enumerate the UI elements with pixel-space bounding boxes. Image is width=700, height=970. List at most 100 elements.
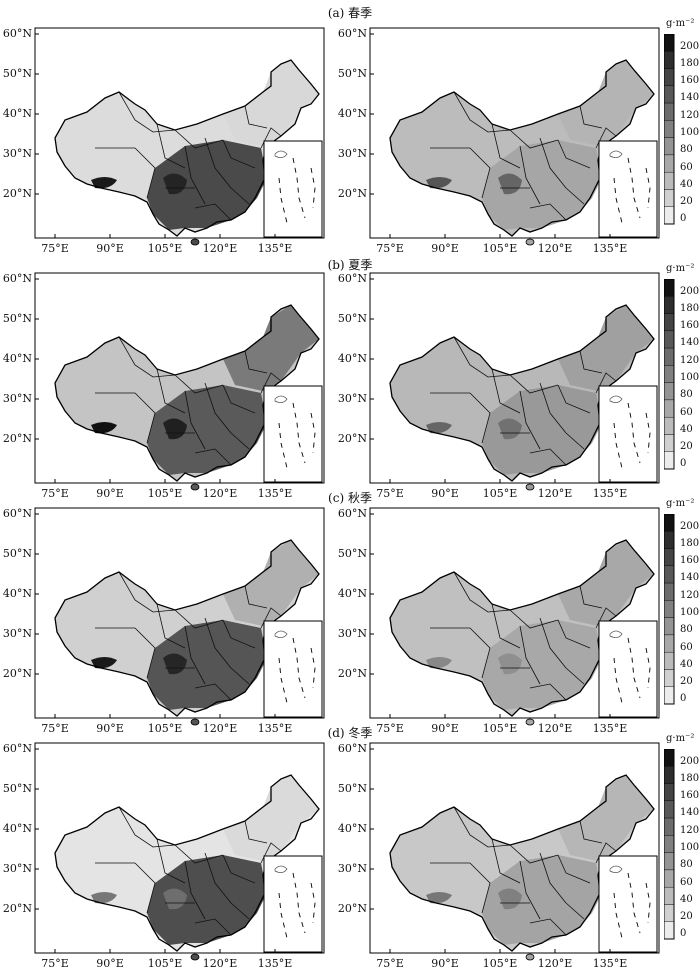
- hot-spot-2: [163, 173, 187, 195]
- lat-label: 40°N: [2, 587, 32, 600]
- lat-label: 30°N: [337, 627, 367, 640]
- north-zone: [223, 775, 319, 861]
- lat-label: 60°N: [337, 272, 367, 285]
- lon-label: 90°E: [96, 487, 124, 500]
- province-border: [184, 860, 206, 920]
- province-border: [230, 432, 250, 450]
- lat-label: 40°N: [337, 587, 367, 600]
- colorbar-tick-label: 120: [680, 354, 700, 366]
- province-border: [244, 585, 268, 609]
- lat-label: 40°N: [2, 107, 32, 120]
- china-outline: [389, 59, 655, 237]
- colorbar-tick-label: 200: [680, 520, 700, 532]
- lat-label: 20°N: [2, 667, 32, 680]
- hot-spot-2: [163, 888, 187, 910]
- lat-label: 30°N: [337, 392, 367, 405]
- colorbar-tick-label: 140: [680, 92, 700, 104]
- north-zone: [558, 540, 654, 626]
- hainan-island: [190, 718, 200, 726]
- east-zone: [147, 855, 267, 945]
- colorbar-unit: g·m⁻²: [666, 263, 695, 274]
- lat-label: 60°N: [337, 742, 367, 755]
- colorbar-segment: [663, 869, 675, 888]
- province-border: [453, 91, 511, 133]
- map-panel-summer-left: [34, 272, 325, 491]
- colorbar-segment: [663, 189, 675, 207]
- lon-label: 135°E: [592, 242, 628, 255]
- lon-label: 120°E: [202, 242, 238, 255]
- province-border: [194, 918, 232, 936]
- province-border: [579, 350, 603, 374]
- north-zone: [223, 540, 319, 626]
- lon-label: 90°E: [96, 242, 124, 255]
- colorbar-segment: [663, 852, 675, 871]
- province-border: [194, 448, 232, 466]
- province-border: [174, 129, 224, 149]
- province-border: [230, 187, 250, 205]
- colorbar-tick-label: 200: [680, 40, 700, 52]
- lat-label: 60°N: [337, 507, 367, 520]
- hainan-island: [525, 718, 535, 726]
- province-border: [529, 448, 567, 466]
- lat-label: 40°N: [337, 107, 367, 120]
- colorbar-tick-label: 20: [680, 911, 693, 923]
- season-title: (b) 夏季: [327, 258, 373, 272]
- map-panel-winter-right: [369, 742, 660, 961]
- china-outline: [54, 539, 320, 717]
- south-china-sea-inset: [598, 385, 658, 483]
- lat-label: 50°N: [337, 312, 367, 325]
- province-border: [509, 374, 559, 394]
- lat-label: 20°N: [337, 667, 367, 680]
- province-border: [204, 137, 232, 189]
- colorbar-tick-label: 60: [680, 406, 693, 418]
- china-outline: [389, 539, 655, 717]
- colorbar-segment: [663, 137, 675, 156]
- province-border: [244, 350, 268, 374]
- colorbar-tick-label: 40: [680, 423, 693, 435]
- colorbar-tick-label: 180: [680, 302, 700, 314]
- lon-label: 135°E: [257, 957, 293, 970]
- province-border: [204, 852, 232, 904]
- colorbar-tick-label: 120: [680, 824, 700, 836]
- lon-label: 135°E: [592, 722, 628, 735]
- lon-label: 120°E: [202, 957, 238, 970]
- colorbar-unit: g·m⁻²: [666, 498, 695, 509]
- province-border: [529, 203, 567, 221]
- colorbar: g·m⁻² 200 180 160 140 120 100 80 60 40 20 0: [663, 263, 700, 489]
- colorbar-segment: [663, 68, 675, 87]
- lon-label: 90°E: [431, 722, 459, 735]
- lat-label: 50°N: [2, 312, 32, 325]
- lat-label: 50°N: [2, 547, 32, 560]
- east-zone: [482, 620, 602, 710]
- lon-label: 120°E: [202, 487, 238, 500]
- colorbar-tick-label: 140: [680, 572, 700, 584]
- province-border: [519, 625, 541, 685]
- colorbar-tick-label: 100: [680, 607, 700, 618]
- colorbar-segment: [663, 835, 675, 853]
- colorbar-svg: [663, 748, 675, 940]
- south-china-sea-inset: [263, 385, 323, 483]
- map-svg: [369, 507, 660, 726]
- lat-label: 20°N: [2, 432, 32, 445]
- province-border: [204, 382, 232, 434]
- hainan-island: [190, 238, 200, 246]
- lat-label: 20°N: [337, 902, 367, 915]
- lon-label: 75°E: [41, 957, 69, 970]
- hot-spot: [426, 422, 452, 434]
- hainan-island: [190, 483, 200, 491]
- north-zone: [223, 60, 319, 146]
- province-border: [134, 627, 156, 679]
- colorbar-tick-label: 0: [680, 928, 687, 940]
- colorbar-unit: g·m⁻²: [666, 733, 695, 744]
- lon-label: 90°E: [431, 242, 459, 255]
- province-border: [244, 820, 268, 844]
- colorbar-segment: [663, 565, 675, 584]
- colorbar-tick-label: 60: [680, 876, 693, 888]
- colorbar-segment: [663, 904, 675, 922]
- colorbar-tick-label: 120: [680, 589, 700, 601]
- lon-label: 120°E: [537, 957, 573, 970]
- province-border: [557, 619, 591, 649]
- south-china-sea-inset: [263, 620, 323, 718]
- hainan-island: [525, 483, 535, 491]
- lon-label: 105°E: [482, 722, 518, 735]
